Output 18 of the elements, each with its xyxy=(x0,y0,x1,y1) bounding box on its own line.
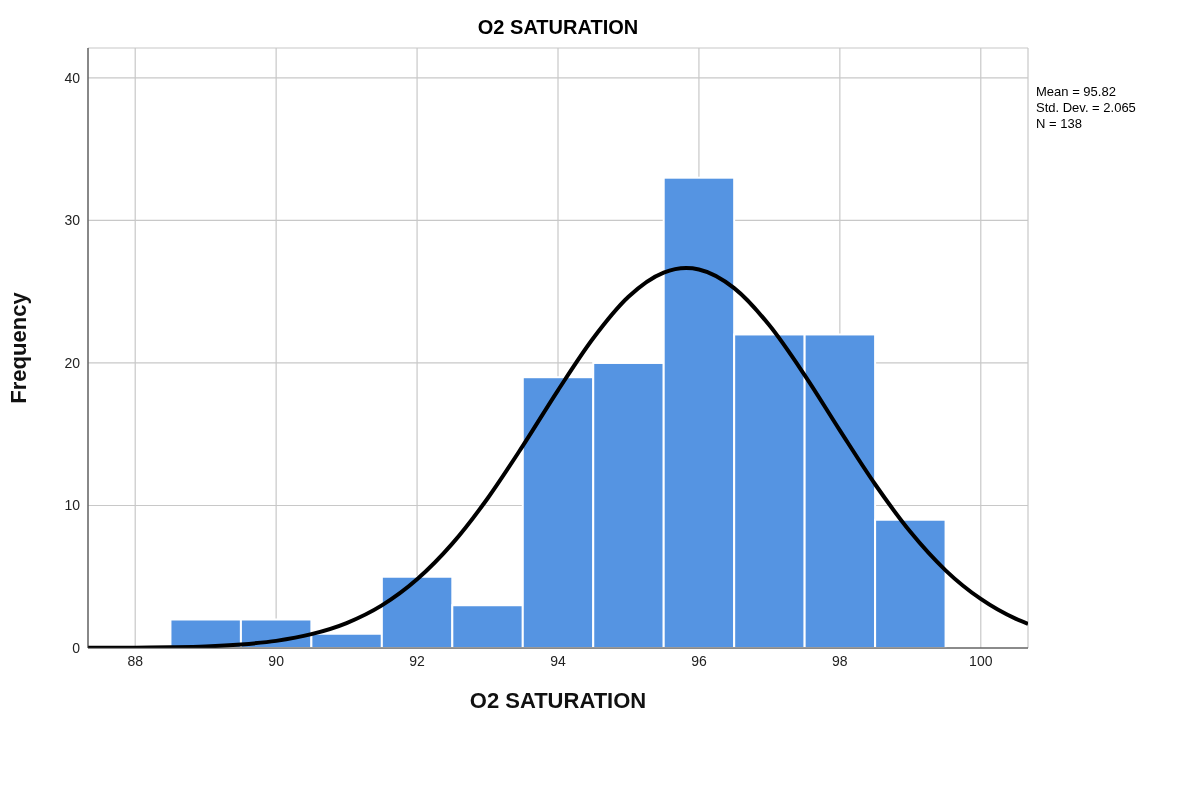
x-axis-title: O2 SATURATION xyxy=(469,688,647,713)
x-tick-label: 90 xyxy=(268,652,285,669)
x-tick-label: 94 xyxy=(550,652,566,669)
x-tick-label: 88 xyxy=(127,652,144,669)
x-tick-label: 96 xyxy=(691,652,707,669)
y-tick-label: 20 xyxy=(64,354,81,371)
text: Mean = 95.82 xyxy=(1036,84,1117,100)
y-tick-label: 30 xyxy=(64,212,81,229)
y-tick-label: 10 xyxy=(64,497,81,514)
x-tick-label: 98 xyxy=(832,652,848,669)
x-tick-label: 100 xyxy=(969,652,993,669)
text: N = 138 xyxy=(1036,116,1083,132)
y-tick-label: 40 xyxy=(64,69,81,86)
text: Std. Dev. = 2.065 xyxy=(1036,100,1136,116)
y-axis-title: Frequency xyxy=(5,291,31,404)
chart-title: O2 SATURATION xyxy=(476,16,640,39)
y-tick-label: 0 xyxy=(72,639,81,656)
x-tick-label: 92 xyxy=(409,652,426,669)
